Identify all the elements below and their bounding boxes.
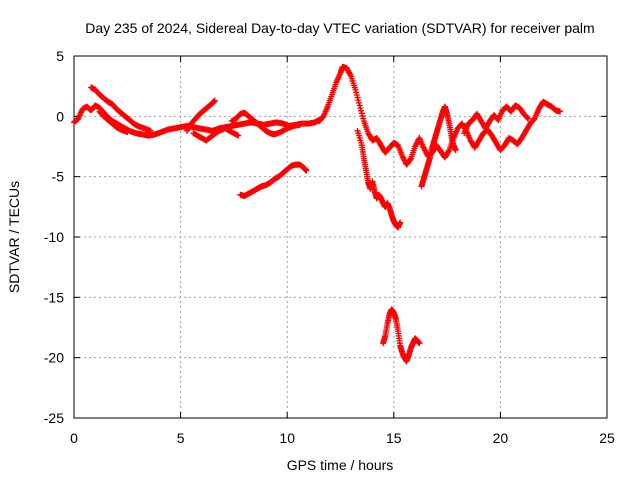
data-point [524,114,531,121]
y-tick-label: -5 [52,169,65,185]
y-tick-label: 0 [56,108,64,124]
series-track-l [461,102,532,137]
data-point [525,115,532,122]
series-track-k [418,103,459,190]
x-tick-label: 25 [599,430,615,446]
y-tick-label: -15 [44,289,64,305]
series-track-g [237,161,310,199]
data-point [407,156,414,163]
data-point [445,148,452,155]
series-track-h [316,63,564,168]
series-track-d [183,97,218,134]
data-point [416,340,423,347]
grid-lines [74,56,607,418]
y-axis-label: SDTVAR / TECUs [6,181,22,293]
x-tick-label: 0 [70,430,78,446]
data-point [397,219,404,226]
data-point [296,121,303,128]
data-point [147,127,154,134]
chart-title: Day 235 of 2024, Sidereal Day-to-day VTE… [85,20,594,36]
x-tick-label: 10 [279,430,295,446]
x-tick-label: 5 [177,430,185,446]
x-tick-label: 15 [386,430,402,446]
series-track-j [380,306,423,365]
data-point [211,97,218,104]
series-track-i [354,127,404,231]
y-tick-label: 5 [56,48,64,64]
data-point [235,132,242,139]
y-tick-label: -20 [44,350,64,366]
data-point [452,147,459,154]
series-track-e [190,125,242,144]
series-track-b [88,84,154,134]
data-point [303,167,310,174]
series-track-f [228,109,303,138]
axis-ticks: 0 5 10 15 20 25 5 0 -5 -10 -15 -20 -25 [44,48,615,446]
x-tick-label: 20 [493,430,509,446]
data-points [71,63,564,365]
y-tick-label: -25 [44,410,64,426]
x-axis-label: GPS time / hours [287,457,394,473]
data-point [124,129,131,136]
series-track-c [96,108,131,136]
y-tick-label: -10 [44,229,64,245]
data-point [557,108,564,115]
